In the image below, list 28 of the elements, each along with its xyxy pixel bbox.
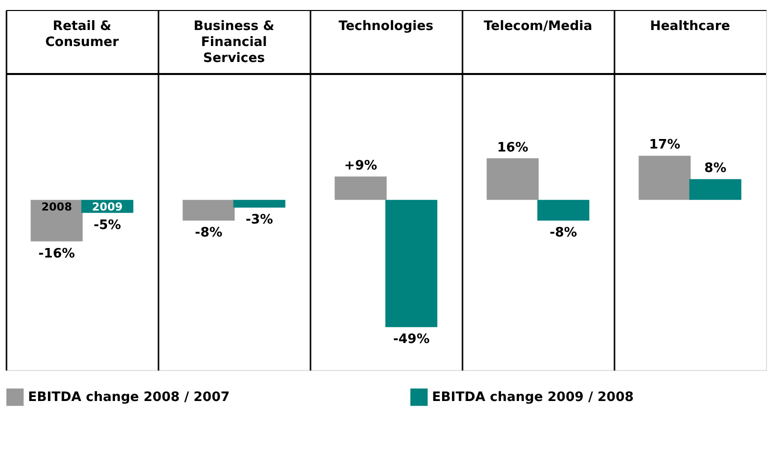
legend-label: EBITDA change 2008 / 2007 (28, 390, 230, 406)
annotation: 2008 (41, 200, 72, 214)
x-tick-label: Technologies (338, 19, 434, 34)
bar (486, 158, 539, 200)
data-label: -49% (393, 332, 430, 348)
bar (385, 200, 438, 328)
legend-label: EBITDA change 2009 / 2008 (432, 390, 634, 406)
data-label: +9% (344, 158, 378, 174)
data-label: -8% (194, 226, 222, 241)
x-tick-label: Healthcare (650, 19, 730, 34)
data-label: -5% (94, 218, 122, 233)
data-label: 16% (497, 140, 528, 156)
x-tick-label: Business & Financial Services (194, 19, 274, 66)
annotation: 2009 (92, 200, 123, 214)
bar (334, 176, 387, 200)
data-label: -3% (246, 212, 274, 228)
x-tick-label: Retail & Consumer (45, 19, 120, 50)
bar (182, 200, 235, 221)
data-label: 17% (649, 138, 680, 153)
data-label: -16% (38, 246, 75, 262)
bar (537, 200, 590, 221)
bar (689, 179, 742, 200)
bar (30, 200, 83, 242)
data-label: -8% (550, 226, 578, 241)
x-tick-label: Telecom/Media (484, 19, 592, 34)
bar (233, 200, 286, 208)
data-label: 8% (704, 161, 726, 176)
bar (638, 156, 691, 200)
